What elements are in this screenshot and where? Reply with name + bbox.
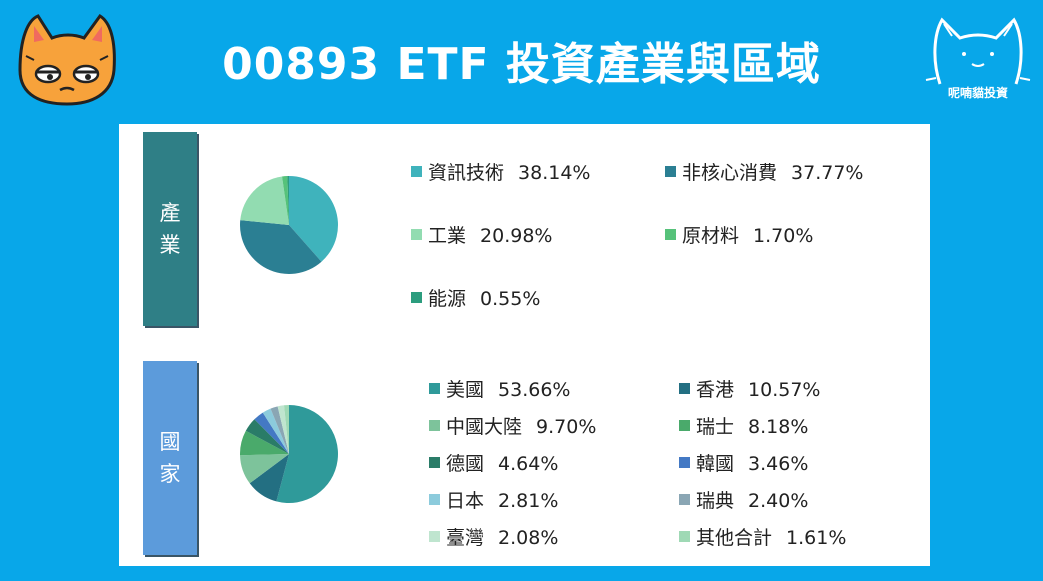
country-legend-swatch (679, 531, 690, 542)
country-legend-item: 香港 10.57% (679, 375, 820, 402)
country-section-label: 國 家 (143, 361, 197, 555)
country-legend-item: 中國大陸 9.70% (429, 412, 596, 439)
country-legend-swatch (679, 383, 690, 394)
cat-outline-logo (925, 17, 1031, 85)
industry-legend-item: 原材料 1.70% (665, 221, 813, 248)
country-pie-slice-6 (254, 412, 289, 454)
country-legend-swatch (679, 420, 690, 431)
industry-legend-label: 原材料 (682, 225, 740, 247)
industry-legend-swatch (411, 292, 422, 303)
industry-label-char-1: 產 (159, 201, 181, 225)
country-legend-label: 瑞典 (696, 490, 735, 512)
country-legend-item: 其他合計 1.61% (679, 523, 846, 550)
country-pie-slice-3 (240, 454, 289, 484)
country-pie-slice-10 (284, 405, 289, 454)
country-legend-label: 美國 (446, 379, 485, 401)
industry-legend-swatch (665, 166, 676, 177)
country-legend-swatch (679, 457, 690, 468)
country-legend-swatch (429, 383, 440, 394)
country-legend-item: 日本 2.81% (429, 486, 558, 513)
country-legend-swatch (429, 420, 440, 431)
country-legend-value: 2.81% (498, 490, 559, 512)
industry-legend-value: 20.98% (480, 225, 553, 247)
country-legend-item: 臺灣 2.08% (429, 523, 558, 550)
industry-legend-label: 非核心消費 (682, 162, 778, 184)
industry-legend-item: 工業 20.98% (411, 221, 552, 248)
country-legend-value: 4.64% (498, 453, 559, 475)
country-pie-slice-8 (270, 406, 289, 454)
industry-legend-item: 資訊技術 38.14% (411, 158, 590, 185)
industry-legend-swatch (665, 229, 676, 240)
industry-pie-slice-2 (240, 220, 322, 274)
industry-label-char-2: 業 (159, 233, 181, 257)
industry-pie-slice-4 (282, 176, 289, 225)
country-legend-value: 2.40% (748, 490, 809, 512)
country-legend-item: 美國 53.66% (429, 375, 570, 402)
industry-pie-slice-1 (289, 176, 338, 262)
country-legend-value: 2.08% (498, 527, 559, 549)
industry-legend-value: 1.70% (753, 225, 814, 247)
industry-legend-item: 非核心消費 37.77% (665, 158, 863, 185)
country-legend-value: 8.18% (748, 416, 809, 438)
country-legend-swatch (429, 457, 440, 468)
country-legend-value: 3.46% (748, 453, 809, 475)
industry-pie-slice-5 (287, 176, 289, 225)
country-legend-label: 韓國 (696, 453, 735, 475)
country-legend-label: 其他合計 (696, 527, 773, 549)
country-legend-label: 香港 (696, 379, 735, 401)
industry-legend-value: 38.14% (518, 162, 591, 184)
industry-legend-value: 37.77% (791, 162, 864, 184)
country-pie-chart (240, 405, 338, 503)
country-pie-slice-9 (277, 405, 289, 454)
country-legend-swatch (429, 494, 440, 505)
page-title: 00893 ETF 投資產業與區域 (222, 39, 821, 90)
country-legend-value: 9.70% (536, 416, 597, 438)
country-legend-value: 53.66% (498, 379, 571, 401)
country-pie-slice-2 (249, 454, 289, 502)
country-legend-label: 臺灣 (446, 527, 485, 549)
country-legend-swatch (679, 494, 690, 505)
country-pie-slice-1 (276, 405, 338, 503)
country-legend-label: 中國大陸 (446, 416, 523, 438)
country-pie-slice-4 (240, 430, 289, 456)
industry-legend-swatch (411, 229, 422, 240)
country-legend-label: 瑞士 (696, 416, 735, 438)
country-pie-slice-7 (262, 408, 289, 454)
industry-pie-chart (240, 176, 338, 274)
industry-legend-item: 能源 0.55% (411, 284, 540, 311)
country-label-char-2: 家 (159, 462, 181, 486)
country-legend-swatch (429, 531, 440, 542)
industry-legend-swatch (411, 166, 422, 177)
country-legend-item: 德國 4.64% (429, 449, 558, 476)
country-legend-item: 瑞典 2.40% (679, 486, 808, 513)
country-legend-item: 韓國 3.46% (679, 449, 808, 476)
country-legend-label: 德國 (446, 453, 485, 475)
country-legend-label: 日本 (446, 490, 485, 512)
industry-legend-label: 能源 (428, 288, 467, 310)
country-legend-item: 瑞士 8.18% (679, 412, 808, 439)
industry-legend-value: 0.55% (480, 288, 541, 310)
industry-pie-slice-3 (240, 176, 289, 225)
industry-section-label: 產 業 (143, 132, 197, 326)
country-legend-value: 1.61% (786, 527, 847, 549)
country-pie-slice-5 (245, 419, 289, 454)
cat-face-logo (18, 14, 116, 106)
industry-legend-label: 工業 (428, 225, 467, 247)
country-label-char-1: 國 (159, 430, 181, 454)
country-legend-value: 10.57% (748, 379, 821, 401)
industry-legend-label: 資訊技術 (428, 162, 505, 184)
content-card: 產 業 國 家 資訊技術 38.14% 非核心消費 37.77% 工業 20.98% 原材料… (119, 124, 930, 566)
brand-label: 呢喃貓投資 (947, 86, 1008, 100)
